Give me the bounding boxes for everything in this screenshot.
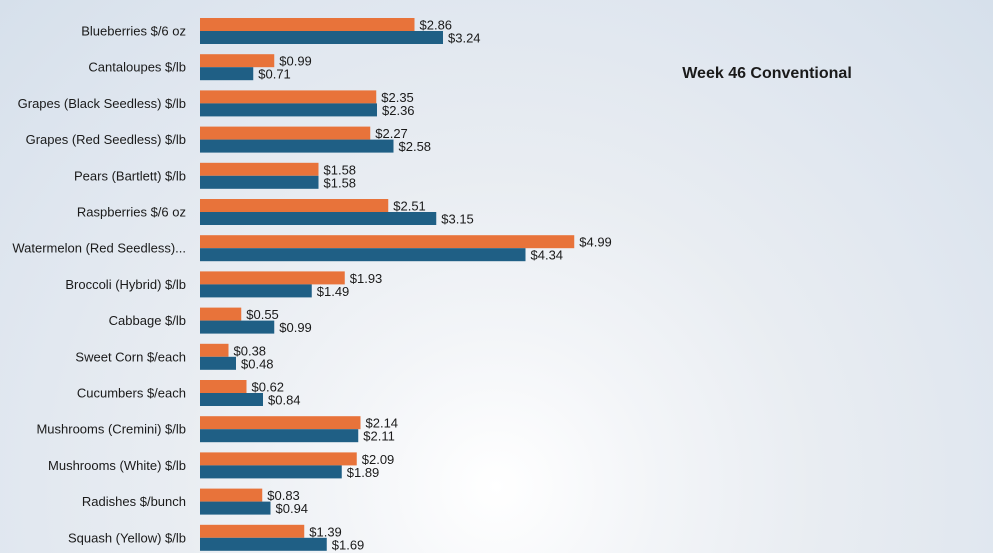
bar-series-2 (200, 248, 526, 262)
category-label: Cantaloupes $/lb (88, 60, 186, 75)
bar-series-1 (200, 343, 229, 357)
category-label: Grapes (Red Seedless) $/lb (26, 132, 186, 147)
bar-series-1 (200, 18, 415, 31)
bar-series-2 (200, 31, 443, 44)
data-label: $1.89 (347, 465, 380, 480)
data-label: $1.93 (350, 271, 383, 286)
bar-series-1 (200, 380, 247, 393)
category-label: Squash (Yellow) $/lb (68, 530, 186, 545)
data-label: $0.99 (279, 320, 312, 335)
data-label: $2.35 (381, 90, 414, 105)
data-label: $3.24 (448, 31, 481, 46)
bar-series-1 (200, 524, 305, 538)
bar-series-1 (200, 162, 319, 176)
bar-series-2 (200, 175, 319, 189)
data-label: $0.62 (252, 380, 285, 395)
bar-series-1 (200, 488, 263, 502)
bar-series-1 (200, 90, 377, 104)
data-label: $2.11 (363, 429, 395, 444)
bar-series-1 (200, 126, 371, 140)
category-label: Radishes $/bunch (82, 494, 186, 509)
data-label: $4.99 (579, 235, 612, 250)
data-label: $2.86 (420, 18, 453, 33)
category-label: Broccoli (Hybrid) $/lb (65, 277, 186, 292)
category-label: Watermelon (Red Seedless)... (12, 241, 186, 256)
bar-series-1 (200, 235, 575, 249)
bar-series-2 (200, 284, 312, 298)
category-label: Sweet Corn $/each (75, 349, 186, 364)
data-label: $1.69 (332, 537, 365, 552)
data-label: $0.48 (241, 356, 274, 371)
value-labels: $2.86$3.24$0.99$0.71$2.35$2.36$2.27$2.58… (234, 18, 612, 553)
bar-series-2 (200, 139, 394, 153)
data-label: $0.99 (279, 54, 312, 69)
category-label: Cucumbers $/each (77, 386, 186, 401)
bar-series-1 (200, 199, 389, 212)
bar-series-2 (200, 393, 263, 406)
bar-series-2 (200, 501, 271, 515)
data-label: $0.83 (267, 488, 300, 503)
data-label: $2.58 (399, 139, 432, 154)
data-label: $0.94 (276, 501, 309, 516)
data-label: $2.51 (393, 199, 426, 214)
data-label: $2.09 (362, 452, 395, 467)
data-label: $2.36 (382, 103, 415, 118)
data-label: $0.38 (234, 343, 267, 358)
bar-series-2 (200, 537, 327, 551)
data-label: $4.34 (531, 248, 564, 263)
bar-series-2 (200, 67, 254, 81)
bar-series-1 (200, 416, 361, 430)
bars (200, 18, 575, 551)
category-labels: Blueberries $/6 oz Cantaloupes $/lb Grapes… (12, 24, 186, 546)
category-label: Pears (Bartlett) $/lb (74, 168, 186, 183)
data-label: $2.14 (366, 416, 399, 431)
data-label: $1.58 (324, 175, 357, 190)
bar-series-1 (200, 271, 345, 285)
category-label: Raspberries $/6 oz (77, 205, 186, 220)
category-label: Mushrooms (Cremini) $/lb (36, 422, 186, 437)
bar-series-2 (200, 356, 236, 370)
category-label: Grapes (Black Seedless) $/lb (18, 96, 186, 111)
data-label: $2.27 (375, 126, 408, 141)
bar-series-2 (200, 320, 275, 334)
bar-series-2 (200, 429, 359, 443)
data-label: $0.71 (258, 67, 291, 82)
data-label: $1.58 (324, 162, 357, 177)
bar-series-2 (200, 212, 437, 225)
data-label: $3.15 (441, 212, 474, 227)
bar-series-1 (200, 307, 242, 321)
data-label: $0.55 (246, 307, 279, 322)
category-label: Mushrooms (White) $/lb (48, 458, 186, 473)
bar-series-2 (200, 465, 342, 479)
category-label: Blueberries $/6 oz (81, 24, 186, 39)
bar-series-1 (200, 452, 357, 466)
data-label: $1.39 (309, 524, 342, 539)
data-label: $1.49 (317, 284, 350, 299)
chart-title: Week 46 Conventional (682, 65, 852, 82)
data-label: $0.84 (268, 393, 301, 408)
bar-series-2 (200, 103, 377, 117)
bar-series-1 (200, 54, 275, 68)
category-label: Cabbage $/lb (109, 313, 186, 328)
